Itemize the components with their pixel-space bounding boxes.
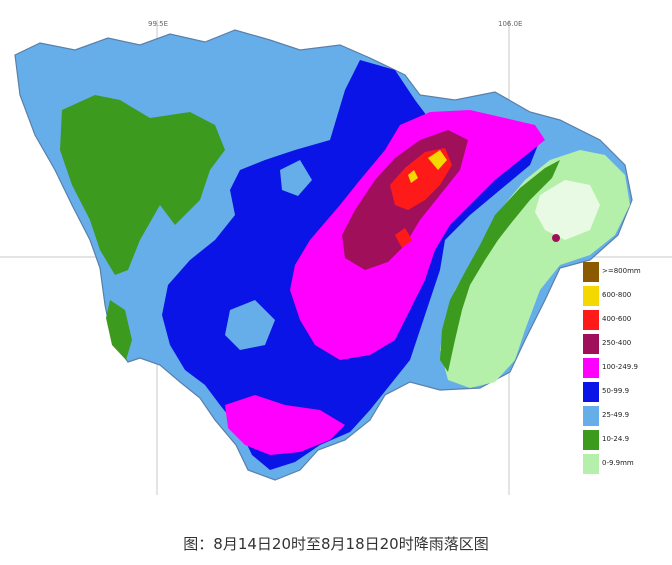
longitude-label: 99.5E bbox=[148, 20, 169, 28]
rain-zone-600-800 bbox=[408, 170, 418, 183]
legend-label: 0-9.9mm bbox=[602, 459, 634, 467]
legend-label: 600-800 bbox=[602, 291, 632, 299]
legend-label: 100-249.9 bbox=[602, 363, 638, 371]
rain-zone-25-50-inner bbox=[280, 160, 312, 196]
legend-label: 10-24.9 bbox=[602, 435, 630, 443]
legend-swatch bbox=[583, 358, 599, 378]
legend-swatch bbox=[583, 334, 599, 354]
legend-item: 25-49.9 bbox=[583, 406, 653, 426]
legend-swatch bbox=[583, 454, 599, 474]
map-caption: 图：8月14日20时至8月18日20时降雨落区图 bbox=[183, 535, 489, 553]
legend-item: 10-24.9 bbox=[583, 430, 653, 450]
rain-zone-10-25-west bbox=[60, 95, 225, 275]
rain-spot bbox=[552, 234, 560, 242]
legend-label: 250-400 bbox=[602, 339, 632, 347]
legend-swatch bbox=[583, 430, 599, 450]
rain-zone-10-25-east bbox=[440, 160, 560, 372]
legend-item: 0-9.9mm bbox=[583, 454, 653, 474]
legend-item: >=800mm bbox=[583, 262, 653, 282]
legend-item: 50-99.9 bbox=[583, 382, 653, 402]
legend-swatch bbox=[583, 382, 599, 402]
rainfall-map bbox=[0, 20, 672, 495]
rain-zone-trace-east bbox=[535, 180, 600, 240]
rain-zone-10-25-southwest bbox=[106, 300, 132, 360]
longitude-label: 106.0E bbox=[498, 20, 523, 28]
rain-zone-100-250-south bbox=[225, 395, 345, 455]
rain-zone-25-50-inner bbox=[225, 300, 275, 350]
legend-label: 25-49.9 bbox=[602, 411, 630, 419]
legend-swatch bbox=[583, 286, 599, 306]
rain-zone-100-250 bbox=[290, 110, 545, 360]
legend-swatch bbox=[583, 262, 599, 282]
legend-item: 250-400 bbox=[583, 334, 653, 354]
legend-label: >=800mm bbox=[602, 267, 641, 275]
legend-label: 50-99.9 bbox=[602, 387, 630, 395]
legend-item: 400-600 bbox=[583, 310, 653, 330]
legend-label: 400-600 bbox=[602, 315, 632, 323]
legend-item: 600-800 bbox=[583, 286, 653, 306]
legend-swatch bbox=[583, 406, 599, 426]
legend-item: 100-249.9 bbox=[583, 358, 653, 378]
rain-zone-400-600 bbox=[395, 228, 412, 248]
rain-zone-600-800 bbox=[428, 150, 447, 170]
legend-swatch bbox=[583, 310, 599, 330]
